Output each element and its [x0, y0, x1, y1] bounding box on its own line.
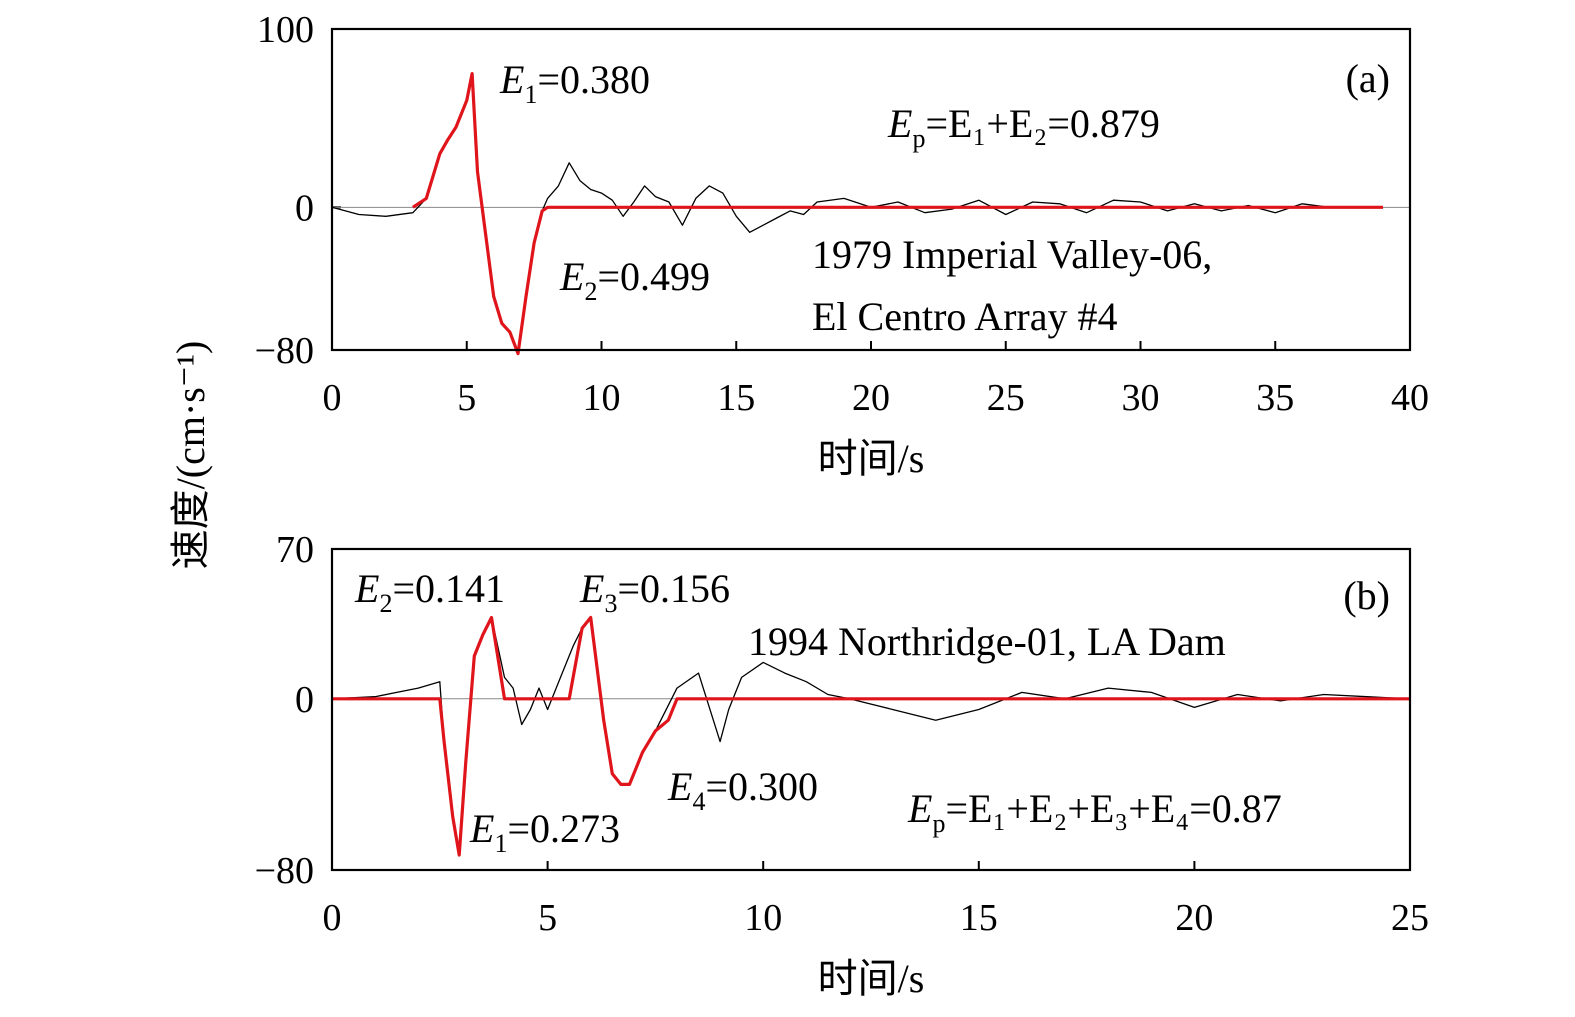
x-tick-label-a-7: 35	[1256, 377, 1294, 419]
x-tick-label-a-3: 15	[717, 377, 755, 419]
x-tick-label-a-0: 0	[323, 377, 342, 419]
energy-label-a1: E1=0.380	[499, 57, 650, 109]
plot-frame-a	[330, 27, 1412, 352]
panel-label-b: (b)	[1343, 573, 1390, 618]
x-axis-title-a: 时间/s	[818, 436, 925, 481]
pulse-series-b	[332, 615, 1410, 857]
y-axis-title: 速度/(cm·s⁻¹)	[168, 341, 213, 570]
station-name-a: El Centro Array #4	[812, 294, 1118, 339]
energy-label-b3: E3=0.156	[579, 566, 730, 618]
energy-label-b4: E4=0.300	[667, 764, 818, 816]
x-tick-label-a-6: 30	[1122, 377, 1160, 419]
series-a	[331, 72, 1383, 356]
energy-label-b2: E2=0.141	[354, 566, 505, 618]
energy-sum-b: Ep=E₁+E₂+E₃+E₄=0.87	[907, 786, 1282, 838]
x-tick-label-a-2: 10	[583, 377, 621, 419]
x-tick-label-a-1: 5	[457, 377, 476, 419]
plot-frame-b	[330, 547, 1412, 872]
x-tick-label-b-0: 0	[323, 897, 342, 939]
x-tick-label-a-4: 20	[852, 377, 890, 419]
energy-label-a2: E2=0.499	[559, 254, 710, 306]
y-tick-label-a-0: −80	[255, 330, 314, 372]
y-tick-label-a-2: 100	[257, 9, 314, 51]
x-axis-title-b: 时间/s	[818, 956, 925, 1001]
x-tick-label-b-1: 5	[538, 897, 557, 939]
record-name-b: 1994 Northridge-01, LA Dam	[748, 619, 1226, 664]
y-tick-label-a-1: 0	[295, 187, 314, 229]
pulse-series-a	[412, 72, 1383, 356]
x-tick-label-b-4: 20	[1175, 897, 1213, 939]
x-tick-label-b-3: 15	[960, 897, 998, 939]
energy-label-b1: E1=0.273	[469, 806, 620, 858]
series-b	[331, 615, 1411, 857]
x-tick-label-a-8: 40	[1391, 377, 1429, 419]
panel-label-a: (a)	[1346, 56, 1390, 101]
y-tick-label-b-0: −80	[255, 850, 314, 892]
y-tick-label-b-1: 0	[295, 679, 314, 721]
record-name-a: 1979 Imperial Valley-06,	[812, 232, 1212, 277]
x-tick-label-b-2: 10	[744, 897, 782, 939]
x-tick-label-a-5: 25	[987, 377, 1025, 419]
x-tick-label-b-5: 25	[1391, 897, 1429, 939]
energy-sum-a: Ep=E₁+E₂=0.879	[887, 101, 1160, 153]
y-tick-label-b-2: 70	[276, 529, 314, 571]
